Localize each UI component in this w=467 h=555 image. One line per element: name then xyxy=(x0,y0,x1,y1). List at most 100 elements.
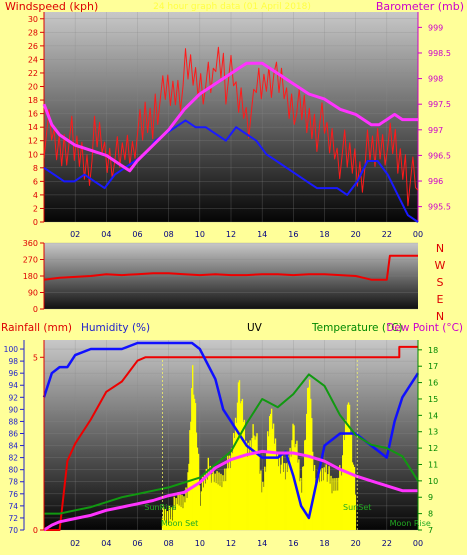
wind-y-tick-label: 0 xyxy=(33,218,38,227)
humidity-y-tick-label: 94 xyxy=(8,381,18,390)
uv-bar xyxy=(169,519,172,530)
barometer-y-tick-label: 998 xyxy=(428,75,443,84)
compass-label: S xyxy=(437,276,444,289)
uv-bar xyxy=(246,456,248,530)
uv-bar xyxy=(278,457,281,530)
uv-bar xyxy=(354,494,357,530)
humidity-y-axis: 70 72 74 76 78 80 82 84 86 88 90 92 94 96 98 100 xyxy=(4,340,25,535)
uv-bar xyxy=(333,490,335,530)
uv-bar xyxy=(251,437,253,530)
uv-bar xyxy=(223,481,225,530)
uv-bar xyxy=(267,431,269,530)
humidity-y-tick-label: 86 xyxy=(8,429,18,438)
uv-bar xyxy=(232,432,235,530)
uv-bar xyxy=(212,465,214,530)
wind-y-tick-label: 20 xyxy=(28,83,38,92)
compass-label: N xyxy=(436,242,444,255)
temperature-y-tick-label: 14 xyxy=(428,411,438,420)
barometer-axis-title: Barometer (mb) xyxy=(376,0,464,13)
wind-y-tick-label: 2 xyxy=(33,204,38,213)
uv-bar xyxy=(306,388,309,530)
temperature-y-tick-label: 18 xyxy=(428,346,438,355)
uv-bar xyxy=(319,469,322,530)
uv-bar xyxy=(282,472,284,530)
humidity-y-tick-label: 96 xyxy=(8,369,18,378)
uv-bar xyxy=(165,522,168,530)
direction-line xyxy=(43,254,418,281)
uv-bar xyxy=(190,421,192,530)
rain-temp-x-tick-label: 14 xyxy=(257,539,267,548)
temperature-y-tick-label: 12 xyxy=(428,444,438,453)
wind-y-tick-label: 8 xyxy=(33,164,38,173)
uv-bar xyxy=(339,465,341,530)
wind-y-tick-label: 12 xyxy=(28,137,38,146)
uv-bar xyxy=(320,481,322,530)
uv-bar xyxy=(186,497,188,530)
uv-bar xyxy=(175,498,177,530)
uv-bar xyxy=(162,506,165,530)
direction-y-tick-label: 90 xyxy=(28,289,38,298)
uv-bar xyxy=(271,428,274,530)
uv-bar xyxy=(343,435,345,530)
uv-bar xyxy=(182,508,184,530)
uv-bar xyxy=(168,505,171,530)
uv-bar xyxy=(349,432,352,530)
uv-bar xyxy=(201,476,204,530)
uv-bar xyxy=(274,438,277,530)
wind-y-tick-label: 30 xyxy=(28,15,38,24)
uv-bar xyxy=(259,473,261,530)
humidity-y-tick-label: 90 xyxy=(8,405,18,414)
rain-temp-x-tick-label: 02 xyxy=(70,539,80,548)
uv-bar xyxy=(279,473,282,530)
sun-moon-annotations: SunRise SunSet Moon Set Moon Rise xyxy=(144,360,431,530)
rain-temp-series xyxy=(42,341,420,532)
uv-bar xyxy=(312,451,314,530)
uv-bar xyxy=(234,417,237,530)
temperature-y-tick-label: 15 xyxy=(428,395,438,404)
temperature-line xyxy=(44,373,419,515)
compass-label: N xyxy=(436,310,444,323)
rainfall-y-tick-label: 0 xyxy=(33,526,38,535)
humidity-y-tick-label: 70 xyxy=(8,526,18,535)
uv-bar xyxy=(288,464,290,530)
uv-bar xyxy=(270,408,273,530)
moon-rise-label: Moon Rise xyxy=(390,519,431,528)
uv-bar xyxy=(180,506,182,530)
temperature-y-tick-label: 13 xyxy=(428,428,438,437)
uv-bar xyxy=(164,508,167,530)
uv-bar xyxy=(318,482,321,530)
uv-bar xyxy=(315,478,318,530)
uv-bar xyxy=(253,435,255,530)
uv-bar xyxy=(221,487,223,530)
uv-bar xyxy=(304,440,306,530)
temperature-y-axis: 7 8 9 10 11 12 13 14 15 16 17 18 xyxy=(417,340,438,535)
uv-bar xyxy=(248,454,250,530)
uv-bar xyxy=(200,491,203,530)
humidity-y-tick-label: 84 xyxy=(8,442,18,451)
uv-bar xyxy=(249,440,251,530)
uv-bar xyxy=(329,483,331,530)
uv-bar xyxy=(302,466,304,530)
uv-bar xyxy=(226,468,228,530)
wind-average-line xyxy=(43,119,419,223)
humidity-y-tick-label: 76 xyxy=(8,490,18,499)
temperature-y-tick-label: 8 xyxy=(428,510,433,519)
temperature-y-tick-label: 9 xyxy=(428,493,433,502)
uv-bar xyxy=(219,485,221,530)
temperature-y-tick-label: 11 xyxy=(428,460,438,469)
uv-bar xyxy=(203,472,206,530)
uv-bar xyxy=(266,451,268,530)
uv-bar xyxy=(337,490,339,530)
uv-bar xyxy=(258,451,260,530)
uv-bar xyxy=(290,456,292,530)
uv-bar xyxy=(262,481,264,530)
temperature-y-tick-label: 16 xyxy=(428,379,438,388)
uv-bar xyxy=(316,483,319,530)
direction-y-tick-label: 270 xyxy=(23,256,38,265)
wind-x-tick-label: 00 xyxy=(413,230,423,239)
windspeed-axis-title: Windspeed (kph) xyxy=(5,0,98,13)
uv-bar xyxy=(207,457,209,530)
